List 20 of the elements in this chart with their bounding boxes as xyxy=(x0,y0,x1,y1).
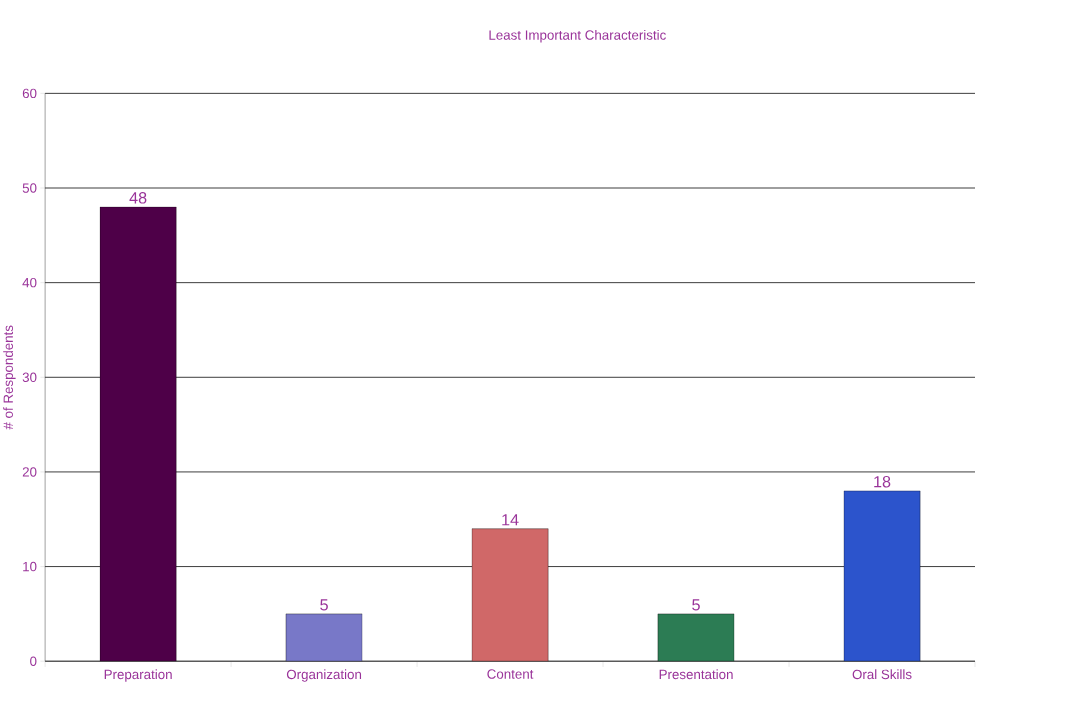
y-tick-label: 30 xyxy=(22,372,37,382)
data-label: 5 xyxy=(692,599,700,611)
y-tick-label: 50 xyxy=(22,183,37,193)
data-label: 14 xyxy=(502,514,519,526)
x-tick-label: Organization xyxy=(286,669,362,682)
x-tick-label: Preparation xyxy=(104,669,172,682)
y-tick-label: 0 xyxy=(30,656,37,666)
y-tick-label: 60 xyxy=(22,88,37,98)
data-label: 18 xyxy=(874,475,891,488)
data-label: 48 xyxy=(129,191,147,204)
y-tick-label: 20 xyxy=(22,467,37,477)
x-tick-label: Presentation xyxy=(659,669,733,680)
data-label: 5 xyxy=(320,599,328,611)
y-tick-label: 40 xyxy=(22,277,37,288)
y-tick-label: 10 xyxy=(23,561,37,572)
y-axis-title: # of Respondents xyxy=(3,325,16,430)
chart-title: Least Important Characteristic xyxy=(489,29,666,43)
x-tick-label: Oral Skills xyxy=(852,669,912,680)
bar xyxy=(657,613,735,662)
x-tick-label: Content xyxy=(487,669,534,679)
